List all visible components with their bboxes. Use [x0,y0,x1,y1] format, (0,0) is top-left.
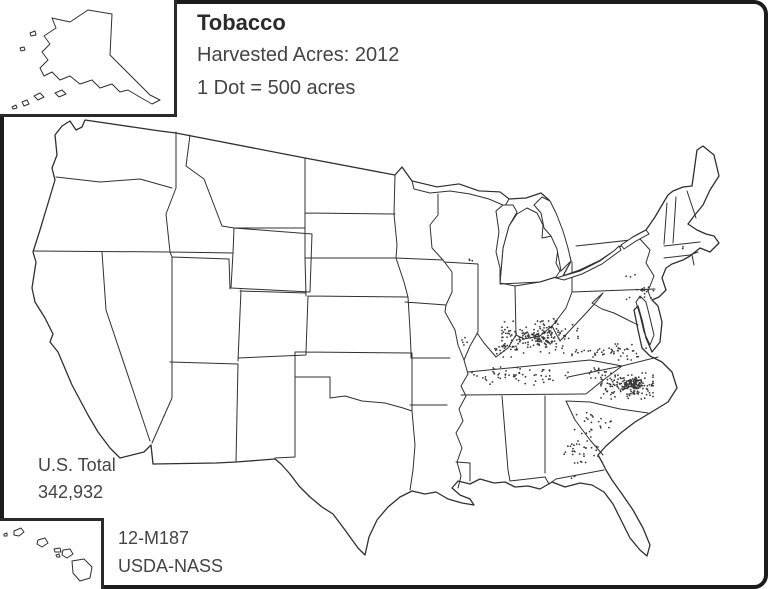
map-subtitle: Harvested Acres: 2012 [197,44,400,66]
chesapeake-bay [635,295,655,346]
lake-superior [411,180,510,207]
us-total-value: 342,932 [38,482,104,502]
lake-ontario [620,229,650,250]
map-title-block: Tobacco Harvested Acres: 2012 1 Dot = 50… [197,12,399,111]
state-boundary-lines [32,131,701,491]
map-credit-block: 12-M187 USDA-NASS [118,524,223,580]
agency-name: USDA-NASS [118,556,224,576]
us-total-block: U.S. Total 342,932 [38,452,116,506]
hawaii-islands [3,527,93,582]
us-outline [31,119,720,557]
alaska-inset [0,0,177,117]
dot-legend: 1 Dot = 500 acres [197,77,356,99]
state-borders [31,119,720,557]
lake-michigan [495,204,518,284]
alaska-outline [11,9,161,110]
lake-erie [554,245,622,281]
us-total-label: U.S. Total [38,455,116,475]
lake-huron [533,196,572,273]
dot-layer [461,246,684,480]
hawaii-inset [0,518,104,589]
map-id: 12-M187 [118,528,190,548]
map-title: Tobacco [197,10,286,35]
